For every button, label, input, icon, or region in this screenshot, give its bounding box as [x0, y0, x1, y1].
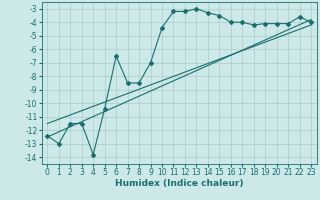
X-axis label: Humidex (Indice chaleur): Humidex (Indice chaleur) [115, 179, 244, 188]
